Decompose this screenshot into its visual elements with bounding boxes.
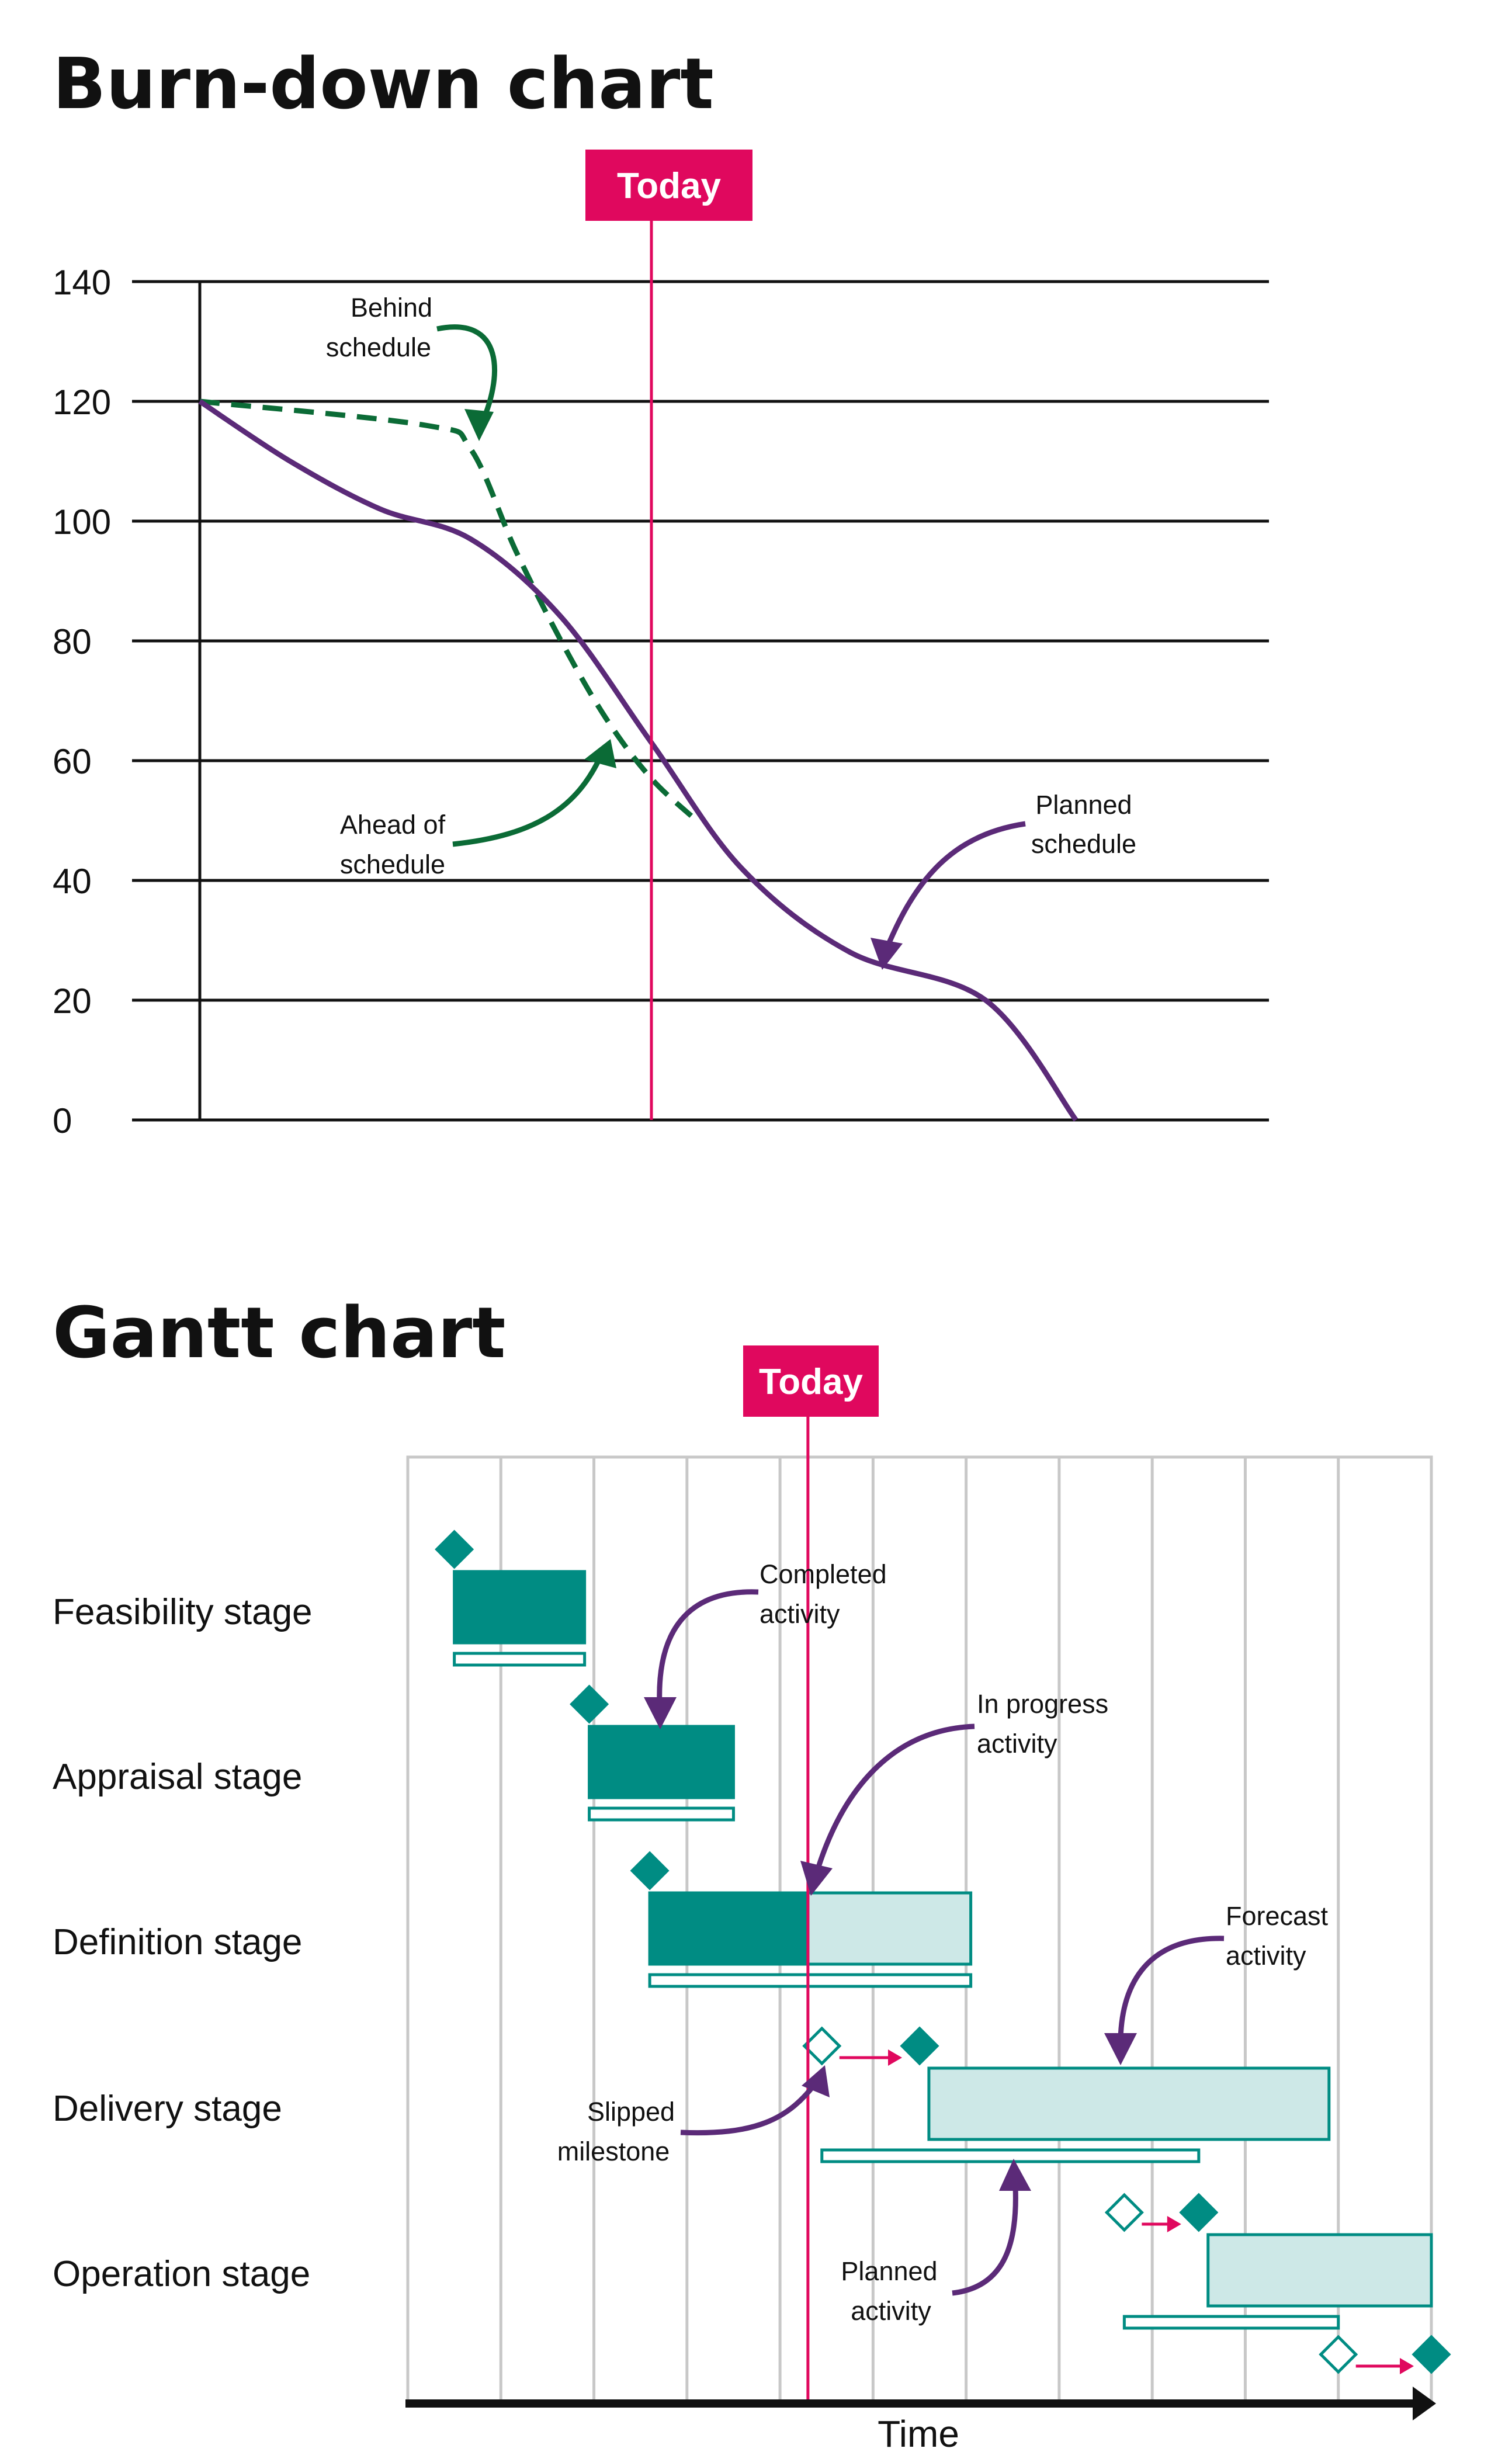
planned-activity-arrow (952, 2176, 1018, 2296)
slip-arrow-3-head (888, 2049, 902, 2066)
stage-label-2: Definition stage (53, 1922, 302, 1962)
planned-schedule-arrowhead (871, 938, 903, 970)
planned-bar-3 (820, 2148, 1201, 2163)
y-tick-120: 120 (53, 383, 111, 422)
ahead-of-schedule-label-1: Ahead of (340, 810, 446, 840)
planned-bar-2 (648, 1973, 973, 1988)
planned-schedule-arrow (882, 821, 1026, 953)
gantt-stage-labels: Feasibility stage Appraisal stage Definiti… (53, 1592, 313, 2294)
planned-schedule-line (198, 399, 1078, 1122)
slipped-milestone-label-2: milestone (557, 2137, 670, 2166)
slipped-milestone-4 (1104, 2193, 1144, 2232)
forecast-bar-4 (1206, 2233, 1433, 2308)
in-progress-activity-label-1: In progress (977, 1689, 1108, 1719)
end-slip-arrow-4-head (1400, 2358, 1414, 2374)
y-tick-100: 100 (53, 502, 111, 542)
completed-activity-label-1: Completed (760, 1559, 887, 1589)
planned-activity-arrowhead (999, 2159, 1031, 2191)
completed-activity-arrow (657, 1589, 759, 1715)
planned-bar-1 (588, 1806, 735, 1822)
burn-down-chart: Burn-down chart 0 20 40 60 80 100 120 140 Today… (53, 44, 1269, 1140)
forecast-activity-label-2: activity (1226, 1941, 1306, 1971)
milestone-1 (570, 1684, 609, 1724)
y-tick-140: 140 (53, 263, 111, 302)
completed-bar-2 (648, 1891, 810, 1966)
slip-arrow-4-head (1167, 2216, 1181, 2232)
time-axis-label: Time (878, 2413, 959, 2455)
milestone-4 (1179, 2193, 1219, 2232)
planned-schedule-label-2: schedule (1031, 829, 1136, 859)
burn-down-today-label: Today (617, 166, 721, 206)
slipped-milestone-3 (802, 2026, 842, 2066)
in-progress-bar-2 (806, 1891, 973, 1966)
planned-activity-label-2: activity (851, 2296, 931, 2326)
time-axis-arrowhead (1413, 2387, 1436, 2420)
ahead-of-schedule-arrow (452, 752, 605, 847)
forecast-activity-label-1: Forecast (1226, 1901, 1329, 1931)
completed-bar-0 (453, 1570, 587, 1645)
planned-bar-0 (453, 1652, 587, 1667)
in-progress-activity-label-2: activity (977, 1729, 1057, 1759)
behind-schedule-label-2: schedule (326, 332, 431, 362)
slipped-milestone-arrow (680, 2078, 820, 2136)
end-milestone-4 (1412, 2335, 1451, 2374)
gantt-chart: Gantt chart Feasibility stage Appraisal s… (53, 1293, 1451, 2455)
y-tick-40: 40 (53, 862, 92, 901)
planned-bar-4 (1122, 2315, 1340, 2330)
completed-activity-arrowhead (644, 1697, 677, 1729)
behind-schedule-label-1: Behind (351, 293, 432, 322)
slipped-milestone-label-1: Slipped (587, 2097, 675, 2127)
gantt-today-badge (743, 1345, 879, 1417)
behind-schedule-arrow (436, 324, 497, 431)
milestone-2 (630, 1851, 670, 1891)
behind-schedule-arrowhead (464, 409, 494, 441)
end-slipped-milestone-4 (1319, 2335, 1358, 2374)
forecast-activity-arrow (1118, 1936, 1225, 2051)
y-tick-20: 20 (53, 981, 92, 1021)
y-tick-80: 80 (53, 622, 92, 661)
ahead-of-schedule-arrowhead (584, 739, 616, 768)
in-progress-activity-arrow (812, 1723, 975, 1879)
planned-schedule-label-1: Planned (1035, 790, 1132, 820)
stage-label-4: Operation stage (53, 2254, 310, 2294)
planned-activity-label-1: Planned (841, 2256, 937, 2286)
burn-down-title: Burn-down chart (53, 44, 714, 125)
y-tick-60: 60 (53, 742, 92, 781)
gantt-today-label: Today (759, 1362, 863, 1402)
burn-down-y-tick-labels: 0 20 40 60 80 100 120 140 (53, 263, 111, 1140)
gantt-bars (435, 1529, 1451, 2374)
actual-progress-line (199, 398, 699, 823)
stage-label-0: Feasibility stage (53, 1592, 313, 1632)
y-tick-0: 0 (53, 1101, 72, 1140)
burn-down-grid (132, 280, 1269, 1122)
slipped-milestone-arrowhead (802, 2065, 830, 2097)
completed-bar-1 (588, 1725, 735, 1799)
milestone-0 (435, 1529, 474, 1569)
burn-down-today-badge (585, 150, 752, 221)
completed-activity-label-2: activity (760, 1599, 840, 1629)
ahead-of-schedule-label-2: schedule (340, 849, 445, 879)
forecast-bar-3 (927, 2066, 1331, 2141)
in-progress-activity-arrowhead (800, 1861, 833, 1896)
stage-label-1: Appraisal stage (53, 1757, 302, 1797)
milestone-3 (900, 2026, 939, 2066)
gantt-title: Gantt chart (53, 1293, 506, 1374)
stage-label-3: Delivery stage (53, 2089, 282, 2129)
forecast-activity-arrowhead (1104, 2033, 1137, 2065)
